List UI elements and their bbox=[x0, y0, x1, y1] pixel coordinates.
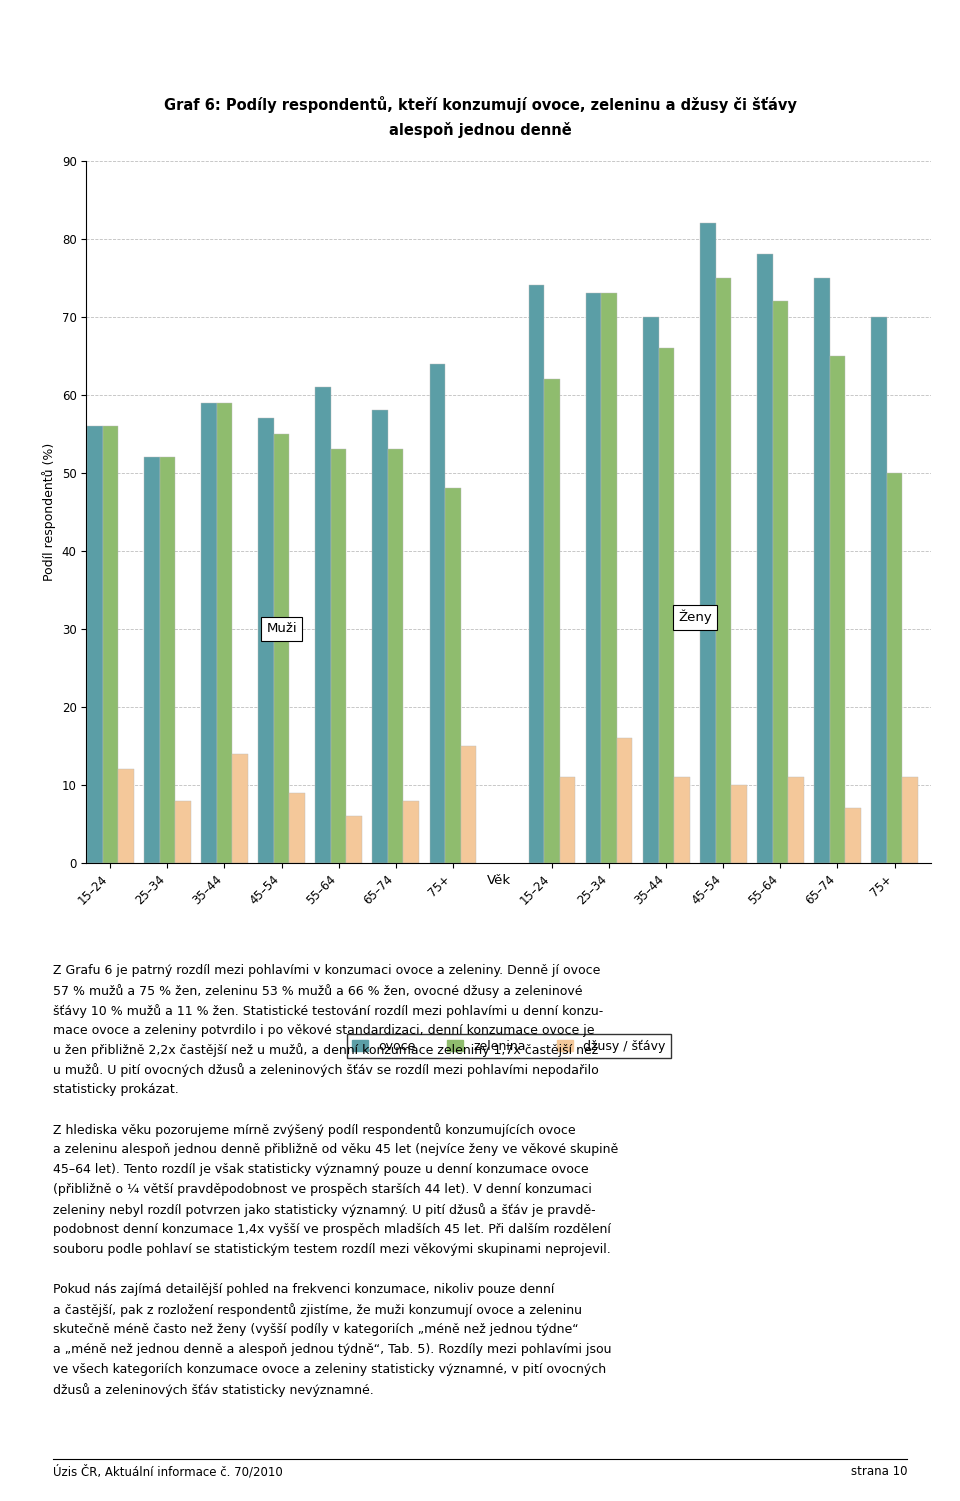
Y-axis label: Podíl respondentů (%): Podíl respondentů (%) bbox=[42, 443, 57, 581]
Bar bbox=[258, 419, 274, 863]
Text: Úzis ČR, Aktuální informace č. 70/2010: Úzis ČR, Aktuální informace č. 70/2010 bbox=[53, 1465, 282, 1478]
Text: statisticky prokázat.: statisticky prokázat. bbox=[53, 1084, 179, 1096]
Bar bbox=[331, 449, 347, 863]
Bar bbox=[403, 800, 419, 863]
Bar bbox=[372, 410, 388, 863]
Bar bbox=[87, 426, 103, 863]
Bar bbox=[887, 473, 902, 863]
Text: mace ovoce a zeleniny potvrdilo i po věkové standardizaci, denní konzumace ovoce: mace ovoce a zeleniny potvrdilo i po věk… bbox=[53, 1024, 594, 1037]
Bar bbox=[217, 402, 232, 863]
Bar bbox=[872, 317, 887, 863]
Bar bbox=[103, 426, 118, 863]
Bar bbox=[659, 348, 674, 863]
Text: a zeleninu alespoň jednou denně přibližně od věku 45 let (nejvíce ženy ve věkové: a zeleninu alespoň jednou denně přibližn… bbox=[53, 1144, 618, 1156]
Text: alespoň jednou denně: alespoň jednou denně bbox=[389, 122, 571, 138]
Bar bbox=[159, 458, 175, 863]
Bar bbox=[175, 800, 191, 863]
Bar bbox=[829, 356, 845, 863]
Text: u žen přibližně 2,2x častější než u mužů, a denní konzumace zeleniny 1,7x častěj: u žen přibližně 2,2x častější než u mužů… bbox=[53, 1043, 598, 1058]
Bar bbox=[602, 293, 617, 863]
Text: podobnost denní konzumace 1,4x vyšší ve prospěch mladších 45 let. Při dalším roz: podobnost denní konzumace 1,4x vyšší ve … bbox=[53, 1223, 611, 1237]
Bar bbox=[347, 817, 362, 863]
Bar bbox=[144, 458, 159, 863]
Text: (přibližně o ¼ větší pravděpodobnost ve prospěch starších 44 let). V denní konzu: (přibližně o ¼ větší pravděpodobnost ve … bbox=[53, 1183, 591, 1196]
Text: souboru podle pohlaví se statistickým testem rozdíl mezi věkovými skupinami nepr: souboru podle pohlaví se statistickým te… bbox=[53, 1243, 611, 1256]
Bar bbox=[845, 809, 861, 863]
Text: u mužů. U pití ovocných džusů a zeleninových šťáv se rozdíl mezi pohlavími nepod: u mužů. U pití ovocných džusů a zelenino… bbox=[53, 1063, 598, 1078]
Bar bbox=[788, 778, 804, 863]
Text: Pokud nás zajímá detailější pohled na frekvenci konzumace, nikoliv pouze denní: Pokud nás zajímá detailější pohled na fr… bbox=[53, 1283, 554, 1295]
Text: Z Grafu 6 je patrný rozdíl mezi pohlavími v konzumaci ovoce a zeleniny. Denně jí: Z Grafu 6 je patrný rozdíl mezi pohlavím… bbox=[53, 964, 600, 977]
Text: zeleniny nebyl rozdíl potvrzen jako statisticky významný. U pití džusů a šťáv je: zeleniny nebyl rozdíl potvrzen jako stat… bbox=[53, 1204, 595, 1217]
Text: Věk: Věk bbox=[487, 874, 512, 887]
Text: Muži: Muži bbox=[266, 623, 297, 635]
Bar bbox=[700, 224, 715, 863]
Bar bbox=[202, 402, 217, 863]
Bar bbox=[388, 449, 403, 863]
Bar bbox=[118, 770, 133, 863]
Legend: ovoce, zelenina, džusy / šťávy: ovoce, zelenina, džusy / šťávy bbox=[348, 1034, 670, 1058]
Text: 57 % mužů a 75 % žen, zeleninu 53 % mužů a 66 % žen, ovocné džusy a zeleninové: 57 % mužů a 75 % žen, zeleninu 53 % mužů… bbox=[53, 983, 583, 998]
Bar bbox=[274, 434, 289, 863]
Text: skutečně méně často než ženy (vyšší podíly v kategoriích „méně než jednou týdne“: skutečně méně často než ženy (vyšší podí… bbox=[53, 1322, 579, 1336]
Text: a „méně než jednou denně a alespoň jednou týdně“, Tab. 5). Rozdíly mezi pohlavím: a „méně než jednou denně a alespoň jedno… bbox=[53, 1343, 612, 1355]
Text: ve všech kategoriích konzumace ovoce a zeleniny statisticky významné, v pití ovo: ve všech kategoriích konzumace ovoce a z… bbox=[53, 1363, 606, 1376]
Text: Graf 6: Podíly respondentů, kteří konzumují ovoce, zeleninu a džusy či šťávy: Graf 6: Podíly respondentů, kteří konzum… bbox=[163, 96, 797, 113]
Bar bbox=[586, 293, 602, 863]
Bar bbox=[814, 278, 829, 863]
Text: a častější, pak z rozložení respondentů zjistíme, že muži konzumují ovoce a zele: a častější, pak z rozložení respondentů … bbox=[53, 1303, 582, 1316]
Bar bbox=[902, 778, 918, 863]
Text: šťávy 10 % mužů a 11 % žen. Statistické testování rozdíl mezi pohlavími u denní : šťávy 10 % mužů a 11 % žen. Statistické … bbox=[53, 1004, 603, 1018]
Text: strana 10: strana 10 bbox=[851, 1465, 907, 1478]
Text: Ženy: Ženy bbox=[678, 609, 711, 624]
Bar bbox=[732, 785, 747, 863]
Bar bbox=[461, 746, 476, 863]
Bar bbox=[316, 387, 331, 863]
Bar bbox=[429, 363, 445, 863]
Bar bbox=[715, 278, 732, 863]
Text: Z hlediska věku pozorujeme mírně zvýšený podíl respondentů konzumujících ovoce: Z hlediska věku pozorujeme mírně zvýšený… bbox=[53, 1123, 575, 1138]
Bar bbox=[617, 738, 633, 863]
Bar bbox=[773, 302, 788, 863]
Text: 45–64 let). Tento rozdíl je však statisticky významný pouze u denní konzumace ov: 45–64 let). Tento rozdíl je však statist… bbox=[53, 1163, 588, 1177]
Bar bbox=[445, 488, 461, 863]
Bar bbox=[643, 317, 659, 863]
Bar bbox=[289, 793, 305, 863]
Bar bbox=[529, 285, 544, 863]
Bar bbox=[560, 778, 575, 863]
Bar bbox=[757, 254, 773, 863]
Bar bbox=[232, 754, 248, 863]
Bar bbox=[674, 778, 689, 863]
Bar bbox=[544, 380, 560, 863]
Text: džusů a zeleninových šťáv statisticky nevýznamné.: džusů a zeleninových šťáv statisticky ne… bbox=[53, 1382, 373, 1397]
